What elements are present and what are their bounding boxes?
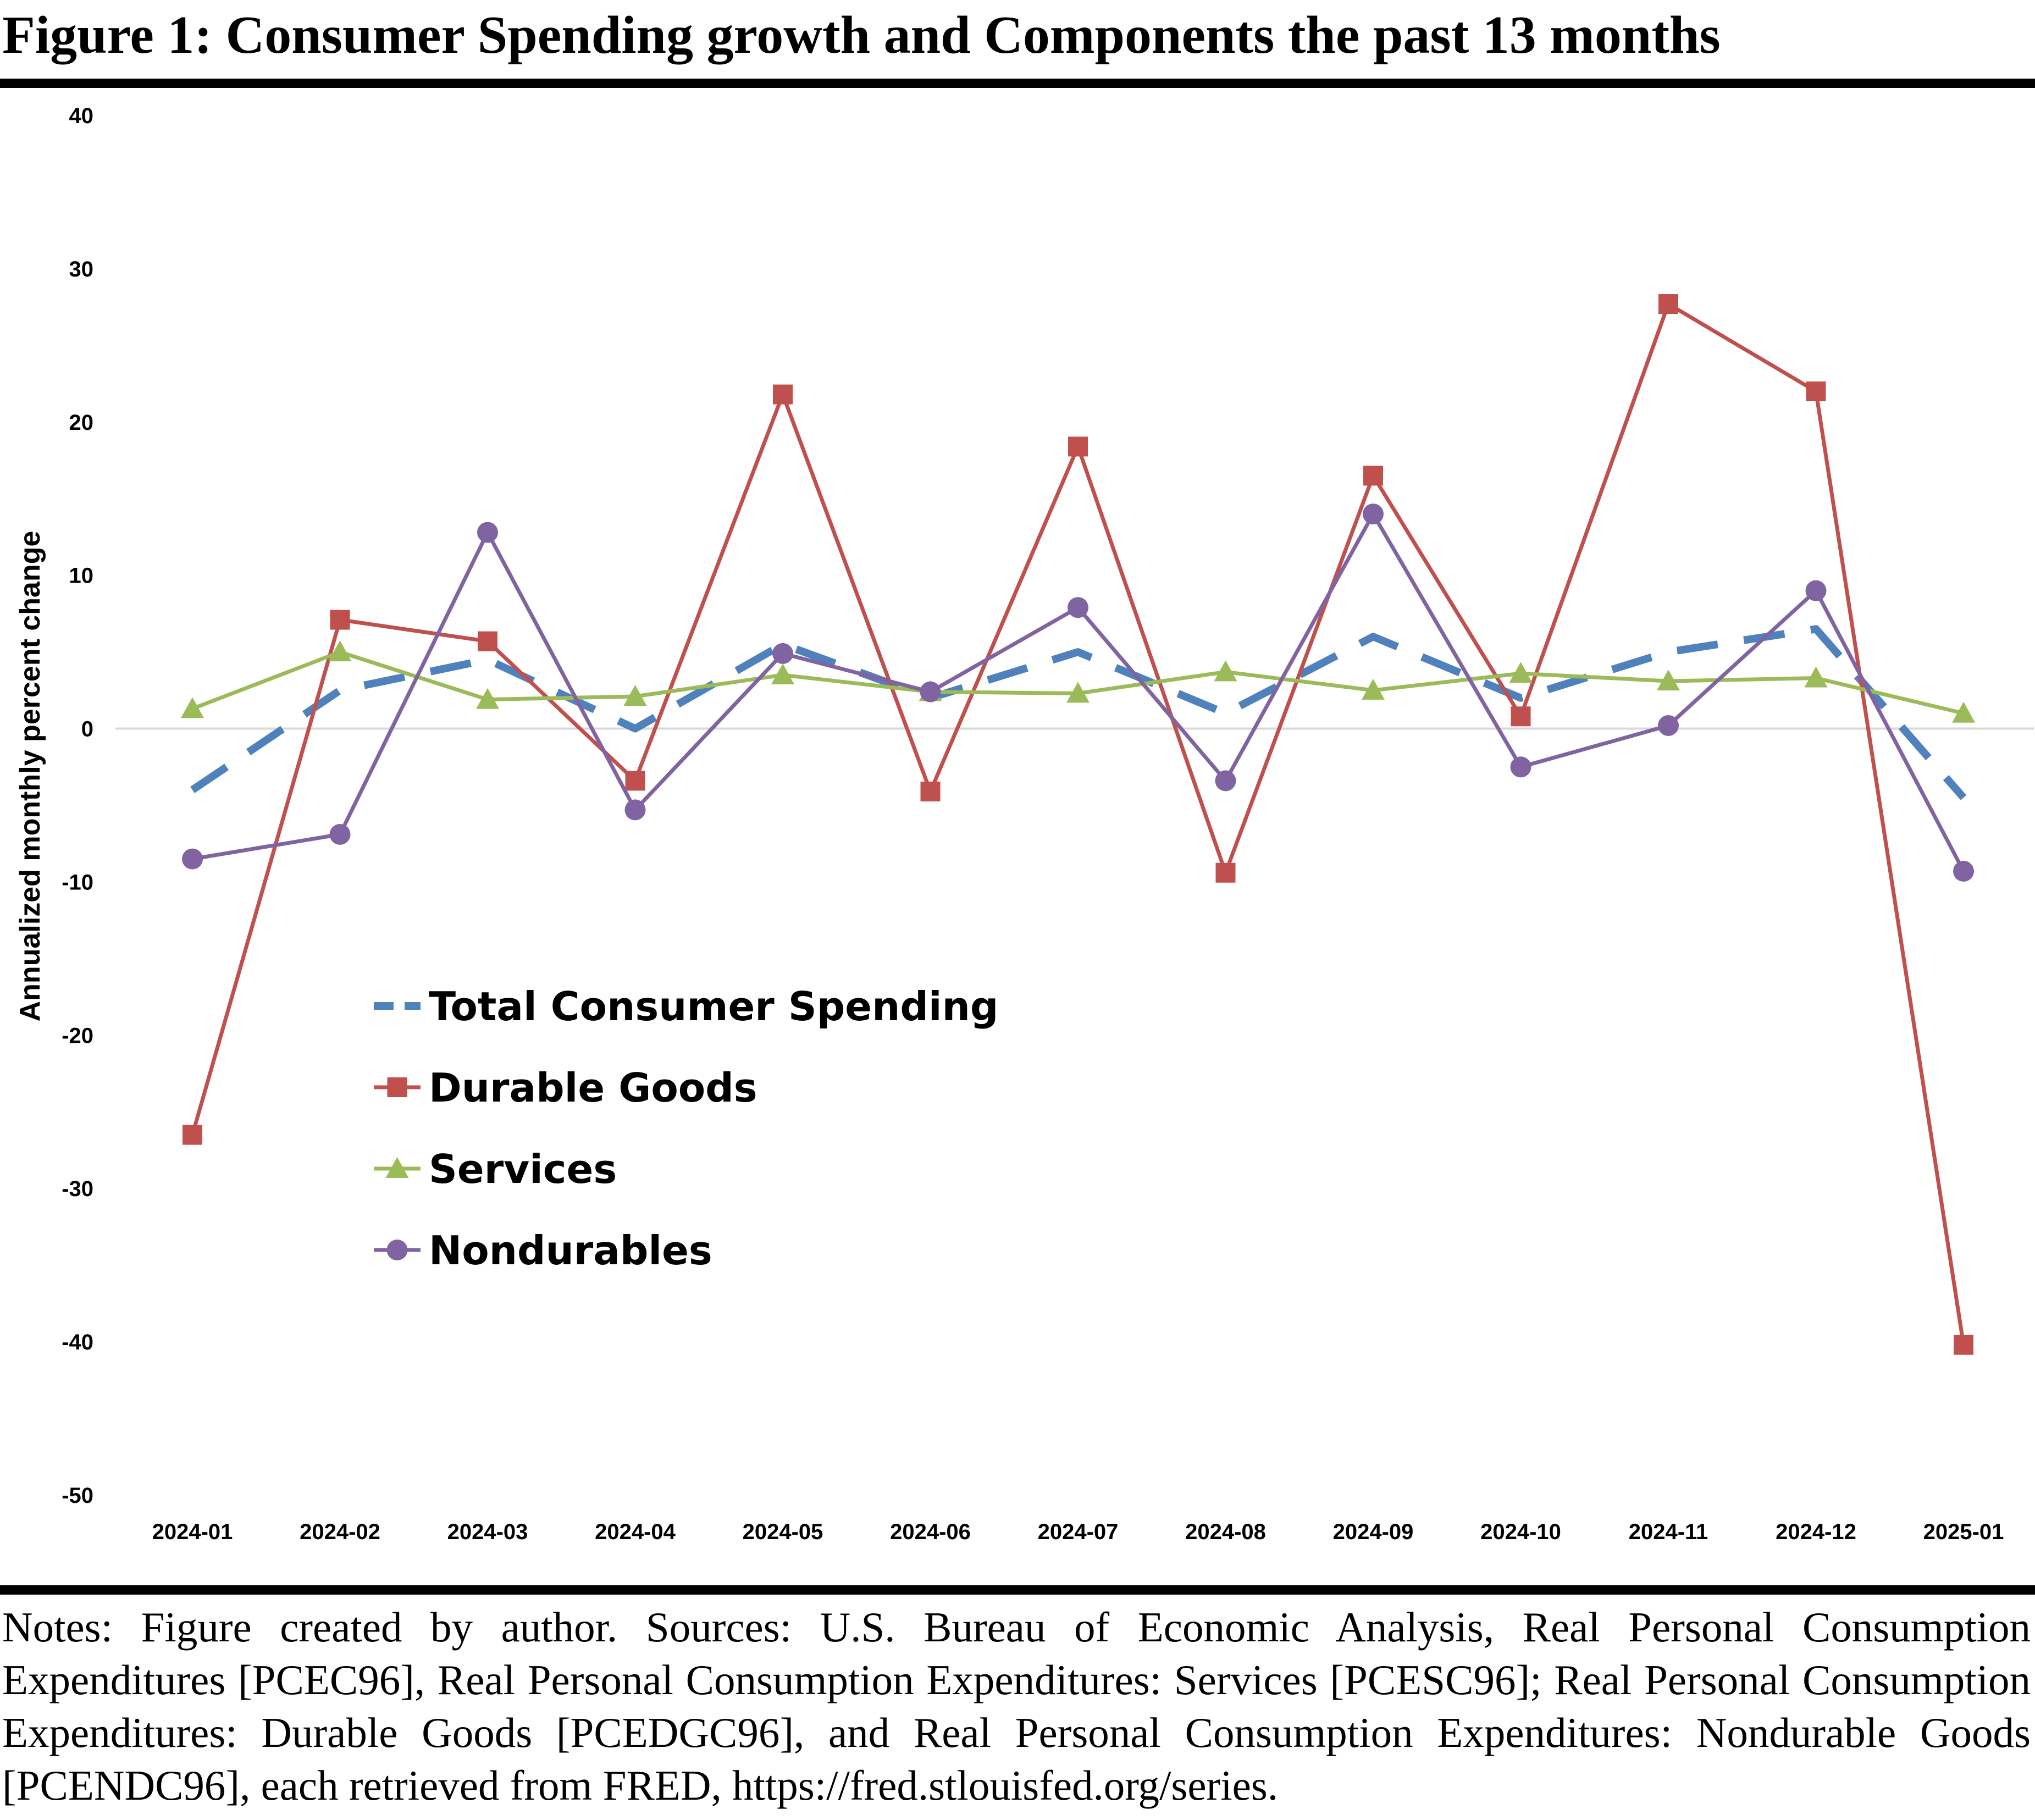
data-point-nondurables <box>1805 580 1827 601</box>
x-tick-label: 2024-08 <box>1185 1520 1266 1544</box>
legend-label: Services <box>429 1146 617 1192</box>
x-tick-label: 2024-09 <box>1333 1520 1414 1544</box>
data-point-nondurables <box>1068 597 1088 618</box>
data-point-services <box>771 663 794 684</box>
data-point-services <box>1066 682 1090 703</box>
data-point-durable-goods <box>625 771 645 791</box>
legend-item-durable-goods: Durable Goods <box>374 1065 757 1111</box>
x-tick-label: 2024-05 <box>743 1520 823 1544</box>
x-tick-label: 2024-02 <box>300 1520 380 1544</box>
data-point-durable-goods <box>1806 381 1826 401</box>
y-axis-title: Annualized monthly percent change <box>14 531 46 1022</box>
legend-marker-services <box>385 1157 409 1178</box>
x-tick-label: 2024-12 <box>1776 1520 1856 1544</box>
series-nondurables <box>182 504 1974 882</box>
data-point-durable-goods <box>773 384 793 405</box>
data-point-durable-goods <box>1363 466 1383 486</box>
y-tick-label: 20 <box>69 411 94 435</box>
y-tick-label: -10 <box>62 870 93 894</box>
x-axis-tick-labels: 2024-01 2024-02 2024-03 2024-04 2024-05 2024-… <box>152 1520 2004 1544</box>
data-point-durable-goods <box>1215 862 1236 883</box>
series-durable-goods <box>183 294 1973 1355</box>
y-tick-label: 0 <box>81 717 93 742</box>
x-tick-label: 2024-10 <box>1480 1520 1561 1544</box>
series-services <box>181 640 1975 723</box>
data-point-services <box>476 688 499 709</box>
data-point-services <box>181 697 204 718</box>
y-tick-label: -30 <box>62 1177 93 1201</box>
figure-notes: Notes: Figure created by author. Sources… <box>2 1603 2031 1809</box>
data-point-services <box>328 640 352 662</box>
x-tick-label: 2024-07 <box>1038 1520 1119 1544</box>
legend-label: Total Consumer Spending <box>429 983 998 1030</box>
legend-marker-nondurables <box>386 1240 408 1260</box>
figure-title: Figure 1: Consumer Spending growth and C… <box>2 5 1721 65</box>
data-point-nondurables <box>1658 715 1679 736</box>
data-point-nondurables <box>1215 770 1236 792</box>
data-point-durable-goods <box>1068 436 1088 457</box>
data-point-services <box>1804 666 1828 688</box>
x-tick-label: 2024-04 <box>595 1520 676 1544</box>
data-point-services <box>1214 660 1237 682</box>
legend: Total Consumer Spending Durable Goods Serv… <box>374 983 998 1274</box>
x-tick-label: 2024-11 <box>1629 1520 1708 1544</box>
bottom-rule <box>0 1585 2035 1595</box>
legend-item-total-consumer-spending: Total Consumer Spending <box>374 983 998 1030</box>
data-point-nondurables <box>182 848 203 870</box>
data-point-services <box>623 684 647 706</box>
data-point-nondurables <box>772 643 793 664</box>
data-point-nondurables <box>1953 860 1974 882</box>
data-point-services <box>1952 701 1975 723</box>
data-point-nondurables <box>624 799 646 821</box>
legend-item-services: Services <box>374 1146 617 1192</box>
x-tick-label: 2024-01 <box>152 1520 233 1544</box>
y-tick-label: -20 <box>62 1024 93 1048</box>
data-point-durable-goods <box>330 610 350 630</box>
data-point-durable-goods <box>1954 1335 1973 1355</box>
series-total-consumer-spending <box>190 625 1967 800</box>
data-point-durable-goods <box>920 781 941 801</box>
legend-label: Durable Goods <box>429 1065 757 1111</box>
data-point-services <box>1509 662 1533 683</box>
top-rule <box>0 79 2035 88</box>
data-point-nondurables <box>329 823 351 845</box>
y-tick-label: -50 <box>62 1484 93 1508</box>
series-line-total-consumer-spending <box>190 625 1967 800</box>
data-point-nondurables <box>477 522 498 543</box>
data-point-durable-goods <box>183 1125 202 1145</box>
data-point-durable-goods <box>1511 706 1531 727</box>
y-tick-label: 10 <box>69 564 94 588</box>
x-tick-label: 2024-06 <box>890 1520 971 1544</box>
x-tick-label: 2025-01 <box>1923 1520 2004 1544</box>
legend-item-nondurables: Nondurables <box>374 1227 712 1274</box>
data-point-durable-goods <box>478 631 497 651</box>
x-tick-label: 2024-03 <box>447 1520 528 1544</box>
y-tick-label: 40 <box>69 104 94 128</box>
y-tick-label: -40 <box>62 1330 93 1354</box>
legend-marker-durable-goods <box>387 1077 407 1097</box>
data-point-nondurables <box>1363 504 1384 525</box>
legend-label: Nondurables <box>429 1227 712 1274</box>
data-point-services <box>1362 678 1385 700</box>
data-point-durable-goods <box>1658 294 1678 314</box>
y-axis-tick-labels: 40 30 20 10 0 -10 -20 -30 -40 -50 <box>62 104 93 1508</box>
data-point-nondurables <box>920 681 941 702</box>
y-tick-label: 30 <box>69 257 94 281</box>
data-point-services <box>1657 670 1680 691</box>
series-layer <box>181 294 1975 1355</box>
data-point-nondurables <box>1510 756 1531 778</box>
